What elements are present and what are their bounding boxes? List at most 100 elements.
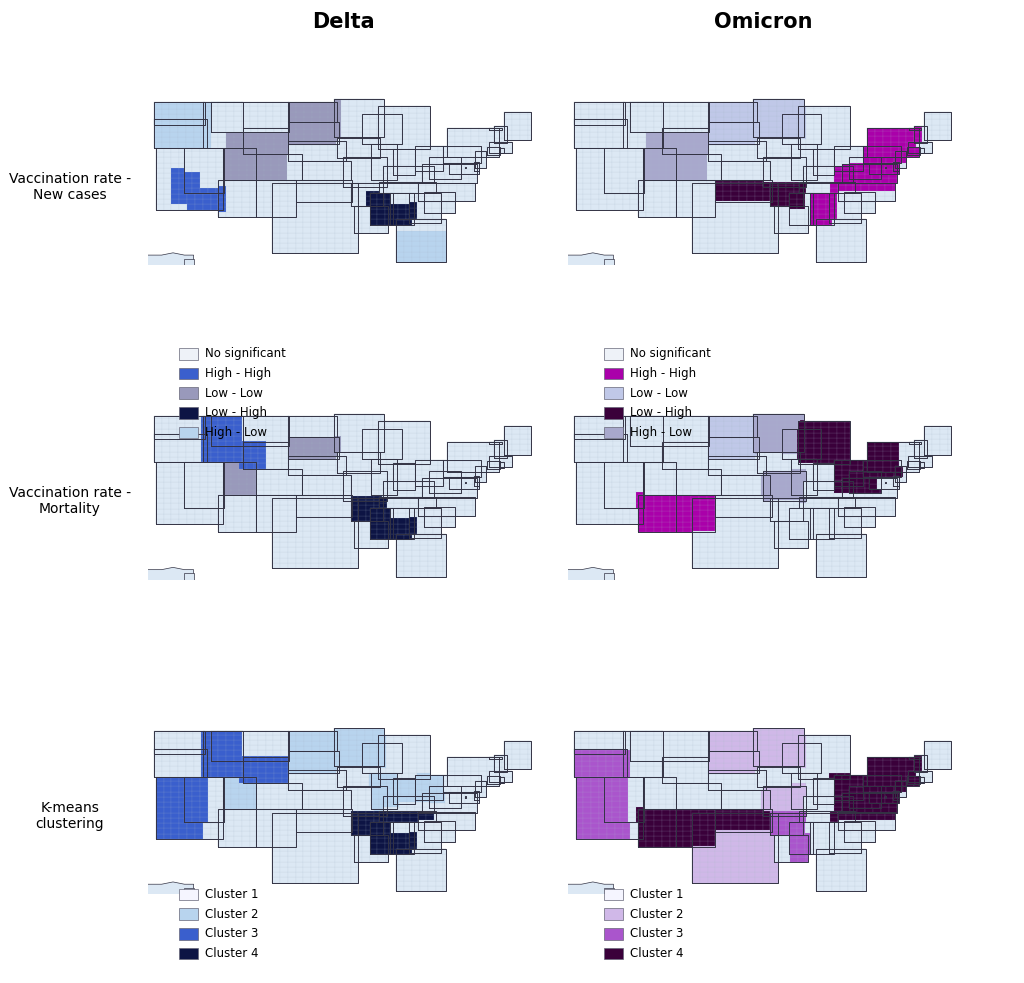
Polygon shape — [426, 820, 433, 825]
Polygon shape — [755, 498, 763, 500]
Polygon shape — [226, 435, 234, 441]
Polygon shape — [393, 763, 401, 768]
Polygon shape — [837, 106, 845, 107]
Polygon shape — [612, 418, 621, 424]
Polygon shape — [835, 150, 843, 155]
Polygon shape — [371, 164, 379, 170]
Polygon shape — [354, 527, 362, 532]
Polygon shape — [251, 139, 258, 144]
Polygon shape — [390, 823, 398, 828]
Polygon shape — [348, 485, 350, 490]
Polygon shape — [591, 781, 599, 786]
Polygon shape — [739, 827, 746, 832]
Polygon shape — [184, 502, 193, 508]
Polygon shape — [319, 436, 328, 437]
Polygon shape — [170, 132, 178, 137]
Polygon shape — [924, 114, 932, 119]
Polygon shape — [784, 750, 793, 756]
Polygon shape — [203, 173, 211, 178]
Polygon shape — [418, 186, 426, 191]
Polygon shape — [218, 127, 226, 132]
Polygon shape — [170, 451, 178, 457]
Polygon shape — [872, 158, 881, 163]
Polygon shape — [381, 729, 384, 734]
Polygon shape — [239, 164, 247, 170]
Polygon shape — [410, 459, 417, 464]
Polygon shape — [187, 823, 195, 829]
Polygon shape — [328, 751, 336, 752]
Polygon shape — [319, 751, 328, 752]
Polygon shape — [670, 821, 676, 826]
Polygon shape — [393, 145, 401, 149]
Polygon shape — [391, 492, 399, 498]
Polygon shape — [211, 157, 218, 162]
Polygon shape — [287, 826, 295, 831]
Polygon shape — [312, 139, 319, 145]
Polygon shape — [678, 417, 685, 420]
Polygon shape — [638, 818, 643, 823]
Polygon shape — [218, 417, 226, 420]
Polygon shape — [273, 731, 282, 734]
Polygon shape — [850, 789, 858, 795]
Polygon shape — [867, 198, 876, 202]
Polygon shape — [724, 129, 732, 134]
Polygon shape — [200, 482, 208, 487]
Polygon shape — [304, 123, 312, 129]
Polygon shape — [401, 159, 409, 164]
Polygon shape — [520, 135, 527, 141]
Polygon shape — [423, 470, 430, 475]
Polygon shape — [818, 513, 826, 518]
Polygon shape — [343, 512, 350, 517]
Polygon shape — [482, 157, 486, 162]
Polygon shape — [216, 183, 223, 188]
Polygon shape — [386, 170, 394, 175]
Polygon shape — [254, 462, 256, 463]
Polygon shape — [806, 139, 813, 145]
Polygon shape — [902, 472, 906, 477]
Polygon shape — [739, 182, 746, 187]
Polygon shape — [393, 463, 401, 469]
Polygon shape — [335, 512, 343, 517]
Polygon shape — [731, 537, 739, 542]
Polygon shape — [423, 488, 430, 492]
Text: High - Low: High - Low — [205, 426, 267, 439]
Polygon shape — [857, 807, 865, 813]
Polygon shape — [410, 198, 417, 202]
Polygon shape — [365, 99, 373, 100]
Polygon shape — [428, 571, 435, 576]
Polygon shape — [319, 222, 327, 227]
Polygon shape — [708, 872, 716, 878]
Polygon shape — [835, 166, 843, 168]
Polygon shape — [818, 524, 826, 529]
Polygon shape — [280, 542, 288, 548]
Polygon shape — [584, 802, 591, 807]
Polygon shape — [350, 836, 357, 840]
Polygon shape — [328, 455, 336, 459]
Polygon shape — [683, 826, 691, 831]
Polygon shape — [582, 424, 589, 429]
Polygon shape — [701, 435, 709, 441]
Polygon shape — [631, 745, 638, 750]
Polygon shape — [354, 228, 362, 233]
Polygon shape — [303, 182, 311, 187]
Polygon shape — [914, 440, 927, 457]
Polygon shape — [899, 451, 906, 456]
Polygon shape — [621, 102, 625, 103]
Polygon shape — [794, 171, 802, 176]
Polygon shape — [319, 494, 327, 496]
Polygon shape — [432, 827, 439, 832]
Polygon shape — [863, 540, 866, 546]
Polygon shape — [475, 152, 482, 157]
Polygon shape — [778, 811, 786, 816]
Polygon shape — [336, 751, 339, 752]
Polygon shape — [793, 728, 801, 729]
Polygon shape — [821, 164, 828, 170]
Polygon shape — [850, 492, 857, 498]
Polygon shape — [782, 212, 791, 217]
Polygon shape — [319, 552, 327, 557]
Polygon shape — [512, 426, 520, 429]
Polygon shape — [748, 117, 756, 122]
Polygon shape — [906, 776, 914, 781]
Polygon shape — [461, 483, 469, 488]
Polygon shape — [837, 113, 845, 118]
